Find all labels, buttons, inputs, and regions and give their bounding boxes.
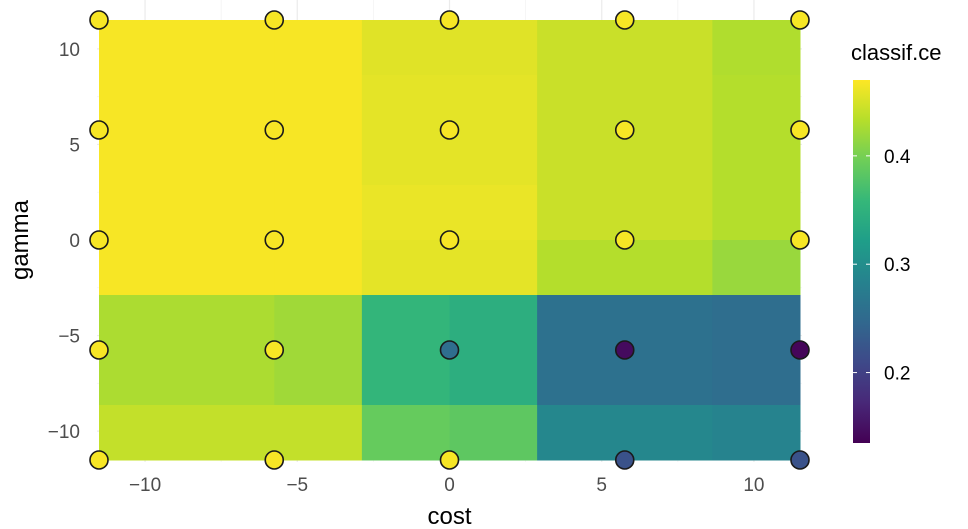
heatmap-cell — [274, 74, 363, 186]
data-point — [89, 340, 109, 360]
heatmap-cell — [99, 240, 275, 296]
data-point — [439, 120, 460, 140]
heatmap-cell — [99, 294, 275, 406]
x-tick-label: −5 — [286, 475, 308, 496]
data-point — [264, 340, 285, 360]
data-point — [264, 120, 285, 140]
data-point — [614, 120, 635, 140]
data-point — [790, 230, 810, 250]
data-point — [89, 120, 109, 140]
heatmap-cell — [712, 405, 801, 461]
heatmap-cell — [274, 240, 363, 296]
legend-colorbar — [853, 80, 870, 443]
data-point — [89, 450, 109, 470]
data-point — [264, 10, 285, 30]
heatmap-cell — [274, 405, 363, 461]
heatmap-cell — [99, 185, 275, 241]
heatmap-cell — [274, 20, 363, 76]
heatmap-cell — [712, 74, 801, 186]
data-point — [614, 10, 635, 30]
x-tick-label: 5 — [596, 475, 607, 496]
y-axis-ticks: −10 −5 0 5 10 — [48, 40, 80, 443]
y-tick-label: 10 — [59, 40, 80, 61]
data-point — [439, 10, 460, 30]
x-tick-label: 0 — [444, 475, 455, 496]
data-point — [790, 450, 810, 470]
heatmap-cell — [274, 185, 363, 241]
legend-title: classif.ce — [851, 40, 941, 65]
data-point — [264, 230, 285, 250]
data-point — [790, 10, 810, 30]
heatmap-cell — [99, 20, 275, 76]
data-point — [89, 10, 109, 30]
data-point — [614, 340, 635, 360]
x-tick-label: 10 — [743, 475, 764, 496]
y-tick-label: −5 — [58, 327, 80, 348]
y-tick-label: 0 — [69, 231, 80, 252]
data-point — [439, 230, 460, 250]
heatmap-cell — [712, 294, 801, 406]
legend: classif.ce 0.2 0.3 0.4 — [851, 40, 941, 443]
x-axis-ticks: −10 −5 0 5 10 — [129, 475, 765, 496]
data-point — [264, 450, 285, 470]
points-layer — [89, 10, 810, 470]
heatmap-cell — [449, 294, 538, 406]
x-axis-title: cost — [427, 503, 471, 529]
heatmap-cell — [712, 185, 801, 241]
y-tick-label: 5 — [69, 135, 80, 156]
heatmap-cell — [99, 74, 275, 186]
heatmap-cell — [361, 405, 450, 461]
legend-tick-label: 0.4 — [884, 147, 911, 168]
heatmap-cell — [274, 294, 363, 406]
heatmap-cell — [712, 20, 801, 76]
data-point — [790, 340, 810, 360]
heatmap-cells — [99, 20, 801, 461]
data-point — [439, 450, 460, 470]
legend-ticks: 0.2 0.3 0.4 — [853, 147, 911, 385]
legend-tick-label: 0.3 — [884, 255, 910, 276]
heatmap-cell — [712, 240, 801, 296]
heatmap-cell — [99, 405, 275, 461]
y-tick-label: −10 — [48, 422, 80, 443]
legend-tick-label: 0.2 — [884, 364, 910, 385]
data-point — [790, 120, 810, 140]
data-point — [614, 450, 635, 470]
y-axis-title: gamma — [7, 199, 34, 280]
heatmap-cell — [361, 294, 450, 406]
data-point — [439, 340, 460, 360]
data-point — [89, 230, 109, 250]
data-point — [614, 230, 635, 250]
x-tick-label: −10 — [129, 475, 161, 496]
heatmap-cell — [449, 405, 538, 461]
